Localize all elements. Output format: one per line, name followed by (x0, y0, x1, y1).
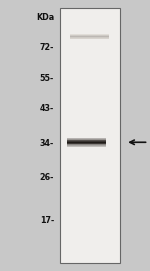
Bar (70, 35, 109, 36)
Bar (67, 145, 106, 146)
Bar (70, 37, 109, 38)
Text: 34-: 34- (40, 139, 54, 148)
Bar (60, 8, 120, 263)
Text: 26-: 26- (40, 173, 54, 182)
Bar (70, 35, 109, 36)
Bar (70, 36, 109, 37)
Bar (67, 143, 106, 144)
Bar (67, 141, 106, 142)
Text: 43-: 43- (40, 104, 54, 113)
Bar (67, 138, 106, 139)
Bar (67, 144, 106, 145)
Bar (67, 143, 106, 144)
Text: 72-: 72- (40, 43, 54, 52)
Bar (70, 34, 109, 35)
Bar (67, 139, 106, 140)
Bar (67, 140, 106, 141)
Bar (67, 140, 106, 141)
Text: 55-: 55- (40, 74, 54, 83)
Text: 17-: 17- (40, 216, 54, 225)
Bar (70, 38, 109, 39)
Text: KDa: KDa (36, 13, 54, 22)
Bar (67, 142, 106, 143)
Bar (67, 146, 106, 147)
